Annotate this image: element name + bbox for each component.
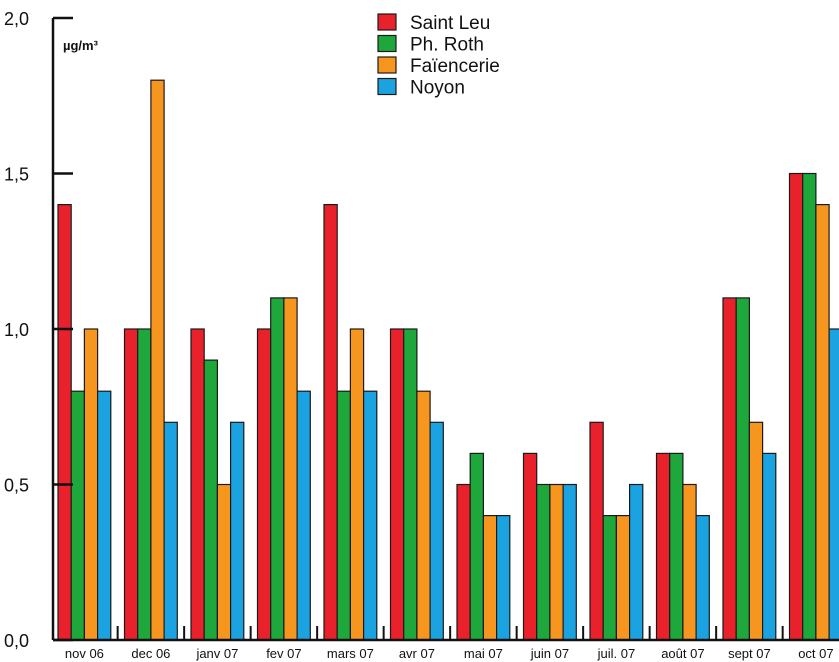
bar-sept-07-noyon (761, 452, 777, 641)
y-tick-label: 0,0 (4, 631, 29, 651)
legend-swatch (377, 77, 397, 96)
bar-juil-07-ph-roth (602, 514, 618, 641)
legend-label: Noyon (410, 78, 465, 99)
bar-janv-07-saint-leu (190, 328, 205, 641)
bar-juil-07-noyon (628, 483, 644, 641)
x-tick-label: août 07 (661, 646, 704, 661)
bar-mars-07-ph-roth (336, 390, 352, 641)
y-tick-label: 0,5 (4, 476, 29, 496)
bar-fev-07-noyon (296, 390, 311, 641)
x-tick-label: dec 06 (131, 646, 170, 661)
bar-ao-t-07-ph-roth (669, 452, 684, 641)
bar-fev-07-saint-leu (256, 328, 272, 641)
bar-mai-07-fa-encerie (482, 514, 498, 641)
bar-oct-07-saint-leu (788, 172, 804, 641)
bar-mai-07-saint-leu (456, 483, 471, 641)
bar-juin-07-saint-leu (522, 452, 538, 641)
bar-nov-06-saint-leu (57, 204, 72, 641)
bar-sept-07-saint-leu (722, 297, 737, 641)
bar-avr-07-saint-leu (389, 328, 405, 641)
bar-dec-06-ph-roth (137, 328, 152, 641)
bar-nov-06-noyon (96, 390, 112, 641)
axes-group: 0,0 0,5 1,0 1,5 2,0 nov 06 dec 06 janv 07 fev 07… (4, 9, 839, 661)
bar-avr-07-fa-encerie (416, 390, 431, 641)
bar-mai-07-ph-roth (469, 452, 485, 641)
bar-ao-t-07-fa-encerie (682, 483, 697, 641)
bar-dec-06-saint-leu (123, 328, 139, 641)
bar-juil-07-saint-leu (589, 421, 604, 641)
bar-avr-07-ph-roth (403, 328, 418, 641)
y-tick-label: 1,5 (4, 165, 29, 185)
bar-fev-07-fa-encerie (283, 297, 298, 641)
bar-fev-07-ph-roth (270, 297, 285, 641)
legend-swatch (377, 56, 397, 74)
bar-janv-07-noyon (230, 421, 245, 641)
bar-dec-06-noyon (163, 421, 178, 641)
bar-dec-06-fa-encerie (150, 79, 165, 641)
y-axis-unit-label: µg/m³ (63, 38, 99, 53)
x-tick-label: janv 07 (195, 646, 238, 661)
x-tick-label: juil. 07 (597, 646, 636, 661)
bar-nov-06-fa-encerie (83, 328, 99, 641)
bar-juin-07-fa-encerie (549, 483, 564, 641)
bar-sept-07-ph-roth (735, 297, 751, 641)
bar-ao-t-07-noyon (695, 514, 710, 641)
x-tick-label: juin 07 (530, 646, 569, 661)
x-tick-label: avr 07 (399, 646, 435, 661)
legend-swatch (377, 13, 397, 31)
y-tick-label: 1,0 (4, 320, 29, 340)
x-tick-label: sept 07 (728, 646, 771, 661)
bar-janv-07-fa-encerie (216, 483, 232, 641)
bar-ao-t-07-saint-leu (655, 452, 671, 641)
bar-mars-07-saint-leu (323, 204, 338, 641)
bars-group (57, 79, 839, 641)
bar-mai-07-noyon (496, 514, 511, 641)
bar-juin-07-ph-roth (536, 483, 551, 641)
bar-nov-06-ph-roth (70, 390, 85, 641)
bar-juil-07-fa-encerie (615, 514, 631, 641)
legend-label: Faïencerie (410, 56, 500, 77)
bar-oct-07-ph-roth (802, 172, 817, 641)
bar-mars-07-noyon (363, 390, 378, 641)
bar-avr-07-noyon (429, 421, 444, 641)
bar-janv-07-ph-roth (203, 359, 218, 641)
x-tick-label: mai 07 (464, 646, 503, 661)
bar-sept-07-fa-encerie (748, 421, 764, 641)
bar-oct-07-noyon (828, 328, 839, 641)
legend-label: Saint Leu (410, 13, 490, 34)
x-tick-label: mars 07 (327, 646, 374, 661)
x-tick-label: oct 07 (798, 646, 833, 661)
legend-swatch (377, 34, 397, 53)
bar-oct-07-fa-encerie (815, 204, 830, 641)
bar-mars-07-fa-encerie (349, 328, 365, 641)
x-tick-label: nov 06 (65, 646, 104, 661)
y-tick-label: 2,0 (4, 9, 29, 29)
bar-juin-07-noyon (562, 483, 577, 641)
legend-label: Ph. Roth (410, 35, 484, 56)
x-tick-label: fev 07 (266, 646, 301, 661)
